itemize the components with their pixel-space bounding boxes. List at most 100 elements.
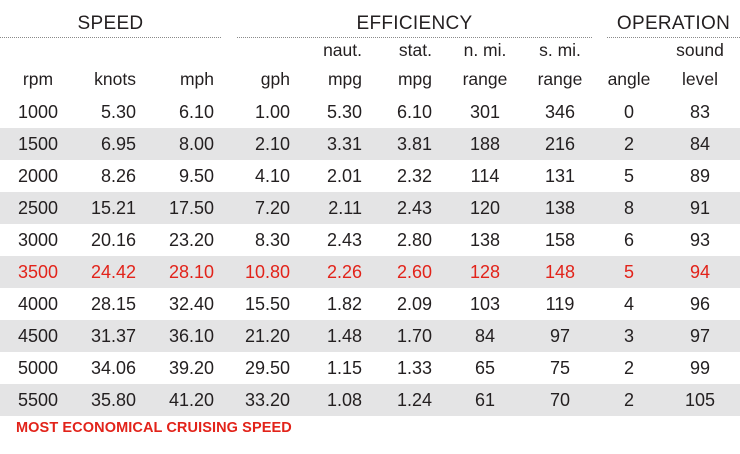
cell-gph: 8.30 xyxy=(254,230,290,250)
table-row: 4000 28.15 32.40 15.50 1.82 2.09 103 119 4 96 xyxy=(0,288,740,320)
cell-nmi-range: 128 xyxy=(448,256,522,288)
group-title-efficiency: EFFICIENCY xyxy=(356,13,473,34)
table-header: naut. stat. n. mi. s. mi. sound rpm knots mph g… xyxy=(0,38,740,96)
cell-sound-level: 91 xyxy=(660,192,740,224)
cell-gph: 10.80 xyxy=(228,256,306,288)
table-body: 1000 5.30 6.10 1.00 5.30 6.10 301 346 0 83 1500 6.9… xyxy=(0,96,740,416)
cell-rpm: 1500 xyxy=(0,128,76,160)
cell-gph: 7.20 xyxy=(228,192,306,224)
cell-stat-mpg: 1.24 xyxy=(376,384,448,416)
cell-sound-level: 105 xyxy=(660,384,740,416)
cell-angle: 4 xyxy=(623,294,634,314)
cell-gph: 21.20 xyxy=(228,320,306,352)
cell-nmi-range: 103 xyxy=(469,294,501,314)
group-title-operation: OPERATION xyxy=(616,13,731,34)
header-row-bottom: rpm knots mph gph mpg mpg range range angle level xyxy=(0,62,740,96)
cell-naut-mpg: 1.08 xyxy=(306,384,376,416)
cell-rpm: 3500 xyxy=(0,256,76,288)
cell-stat-mpg: 1.33 xyxy=(396,358,432,378)
cell-stat-mpg: 1.70 xyxy=(376,320,448,352)
cell-smi-range: 75 xyxy=(549,358,571,378)
cell-naut-mpg: 1.48 xyxy=(306,320,376,352)
cell-stat-mpg: 2.80 xyxy=(396,230,432,250)
group-title-speed: SPEED xyxy=(77,13,144,34)
cell-smi-range: 216 xyxy=(522,128,598,160)
cell-angle: 3 xyxy=(598,320,660,352)
most-economical-note: MOST ECONOMICAL CRUISING SPEED xyxy=(16,420,292,436)
cell-mph: 6.10 xyxy=(178,102,214,122)
group-rule-speed xyxy=(0,37,221,38)
cell-gph: 15.50 xyxy=(244,294,290,314)
cell-naut-mpg: 2.43 xyxy=(326,230,362,250)
header-top-angle xyxy=(598,38,660,62)
cell-angle: 5 xyxy=(623,166,634,186)
cell-nmi-range: 120 xyxy=(448,192,522,224)
cell-smi-range: 97 xyxy=(522,320,598,352)
cell-nmi-range: 138 xyxy=(469,230,501,250)
cell-naut-mpg: 2.26 xyxy=(306,256,376,288)
cell-sound-level: 89 xyxy=(689,166,711,186)
cell-smi-range: 148 xyxy=(522,256,598,288)
header-sound-level: level xyxy=(682,69,718,89)
cell-rpm: 4500 xyxy=(0,320,76,352)
cell-stat-mpg: 2.09 xyxy=(396,294,432,314)
cell-angle: 6 xyxy=(623,230,634,250)
cell-sound-level: 99 xyxy=(689,358,711,378)
cell-nmi-range: 188 xyxy=(448,128,522,160)
table-row: 5500 35.80 41.20 33.20 1.08 1.24 61 70 2 105 xyxy=(0,384,740,416)
cell-gph: 1.00 xyxy=(254,102,290,122)
header-top-nmi-range: n. mi. xyxy=(463,40,507,60)
cell-smi-range: 138 xyxy=(522,192,598,224)
header-top-knots xyxy=(76,38,152,62)
cell-mph: 36.10 xyxy=(152,320,228,352)
cell-mph: 28.10 xyxy=(152,256,228,288)
cell-rpm: 3000 xyxy=(17,230,59,250)
cell-knots: 5.30 xyxy=(100,102,136,122)
cell-knots: 24.42 xyxy=(76,256,152,288)
header-gph: gph xyxy=(260,69,290,89)
cell-angle: 2 xyxy=(598,384,660,416)
cell-naut-mpg: 5.30 xyxy=(326,102,362,122)
cell-rpm: 1000 xyxy=(17,102,59,122)
header-top-mph xyxy=(152,38,228,62)
table-row: 5000 34.06 39.20 29.50 1.15 1.33 65 75 2 99 xyxy=(0,352,740,384)
cell-knots: 31.37 xyxy=(76,320,152,352)
cell-rpm: 2500 xyxy=(0,192,76,224)
cell-sound-level: 93 xyxy=(689,230,711,250)
cell-stat-mpg: 2.60 xyxy=(376,256,448,288)
cell-naut-mpg: 1.82 xyxy=(326,294,362,314)
header-knots: knots xyxy=(94,69,136,89)
cell-sound-level: 94 xyxy=(660,256,740,288)
cell-mph: 17.50 xyxy=(152,192,228,224)
table-row: 2000 8.26 9.50 4.10 2.01 2.32 114 131 5 89 xyxy=(0,160,740,192)
cell-mph: 41.20 xyxy=(152,384,228,416)
cell-rpm: 2000 xyxy=(17,166,59,186)
cell-angle: 0 xyxy=(623,102,634,122)
cell-gph: 2.10 xyxy=(228,128,306,160)
cell-naut-mpg: 2.11 xyxy=(306,192,376,224)
cell-smi-range: 346 xyxy=(544,102,576,122)
cell-smi-range: 131 xyxy=(544,166,576,186)
cell-sound-level: 97 xyxy=(660,320,740,352)
header-top-naut-mpg: naut. xyxy=(323,40,362,60)
cell-rpm: 5500 xyxy=(0,384,76,416)
cell-stat-mpg: 2.43 xyxy=(376,192,448,224)
cell-stat-mpg: 3.81 xyxy=(376,128,448,160)
cell-stat-mpg: 6.10 xyxy=(396,102,432,122)
cell-mph: 32.40 xyxy=(168,294,214,314)
cell-nmi-range: 84 xyxy=(448,320,522,352)
cell-mph: 39.20 xyxy=(168,358,214,378)
cell-mph: 23.20 xyxy=(168,230,214,250)
performance-table: naut. stat. n. mi. s. mi. sound rpm knots mph g… xyxy=(0,38,740,416)
header-rpm: rpm xyxy=(22,69,54,89)
cell-knots: 6.95 xyxy=(76,128,152,160)
header-top-stat-mpg: stat. xyxy=(398,40,432,60)
header-row-top: naut. stat. n. mi. s. mi. sound xyxy=(0,38,740,62)
cell-naut-mpg: 2.01 xyxy=(326,166,362,186)
cell-gph: 33.20 xyxy=(228,384,306,416)
cell-angle: 8 xyxy=(598,192,660,224)
header-naut-mpg: mpg xyxy=(327,69,362,89)
cell-knots: 28.15 xyxy=(90,294,136,314)
cell-naut-mpg: 3.31 xyxy=(306,128,376,160)
table-row: 1000 5.30 6.10 1.00 5.30 6.10 301 346 0 83 xyxy=(0,96,740,128)
